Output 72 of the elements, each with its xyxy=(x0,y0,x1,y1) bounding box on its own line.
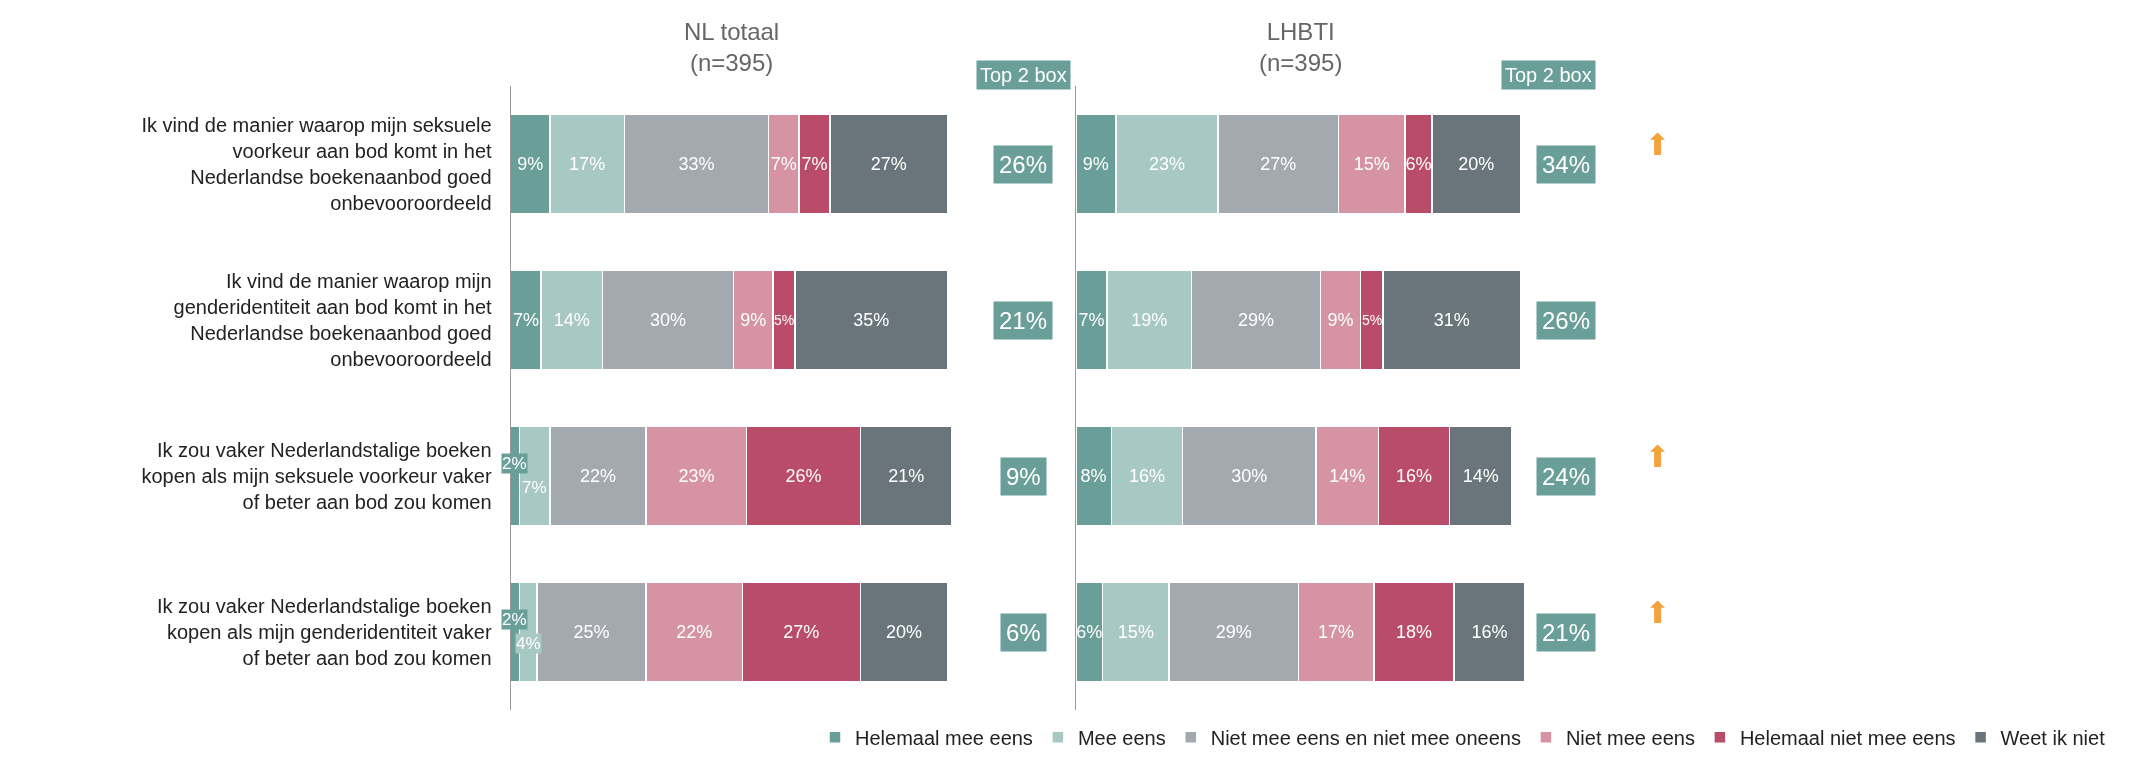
data-label: 7% xyxy=(1078,310,1105,331)
data-label: 16% xyxy=(1471,622,1508,643)
chart-title: NL totaal xyxy=(684,18,780,45)
data-label: 7% xyxy=(512,310,539,331)
chart-subtitle: (n=395) xyxy=(689,49,774,77)
y-tick-label: Ik vind de manier waarop mijn seksuele voorkeur aan bod komt in het Nederlandse boekenaanbod goed onbevooroordeeld xyxy=(141,114,493,215)
legend-label: Helemaal mee eens xyxy=(855,727,1033,750)
legend-label: Weet ik niet xyxy=(2000,727,2106,750)
legend-label: Niet mee eens xyxy=(1565,727,1695,750)
data-label: 30% xyxy=(649,310,687,331)
chart-title: LHBTI xyxy=(1266,18,1335,45)
data-label: 21% xyxy=(888,466,925,487)
data-label: 9% xyxy=(1082,154,1109,175)
y-tick-label: Ik zou vaker Nederlandstalige boeken kopen als mijn genderidentiteit vaker of beter aan bod zou komen xyxy=(156,595,492,670)
data-label: 14% xyxy=(1462,466,1499,487)
chart-subtitle: (n=395) xyxy=(1259,49,1343,77)
data-label: 23% xyxy=(1149,154,1186,175)
data-label: 9% xyxy=(740,310,767,331)
data-label: 15% xyxy=(1353,154,1390,175)
data-label: 16% xyxy=(1128,466,1166,487)
data-label: 20% xyxy=(886,622,923,643)
data-label: 35% xyxy=(853,310,890,331)
data-label: 23% xyxy=(678,466,715,487)
text: 34% ⬆ xyxy=(1542,127,1671,178)
data-label: 17% xyxy=(1318,622,1355,643)
text: 6% xyxy=(1006,619,1041,646)
data-label: 9% xyxy=(1327,310,1354,331)
data-label: 22% xyxy=(580,466,617,487)
data-label: 27% xyxy=(1260,154,1297,175)
data-label: 18% xyxy=(1395,622,1432,643)
data-label: 5% xyxy=(774,312,795,328)
data-label: 16% xyxy=(1395,466,1432,487)
text: 9% xyxy=(1006,463,1041,490)
y-tick-label: Ik vind de manier waarop mijn genderidentiteit aan bod komt in het Nederlandse boekenaanbod goed onbevooroordeeld xyxy=(173,270,493,371)
data-label: 7% xyxy=(770,154,797,175)
text: Top 2 box xyxy=(980,64,1067,86)
data-label: 29% xyxy=(1215,622,1252,643)
data-label: 7% xyxy=(522,478,547,497)
data-label: 20% xyxy=(1458,154,1495,175)
data-label: 31% xyxy=(1433,310,1470,331)
data-label: 33% xyxy=(678,154,715,175)
data-label: 9% xyxy=(517,154,544,175)
text: 26% xyxy=(1542,307,1591,334)
data-label: 19% xyxy=(1131,310,1168,331)
data-label: 25% xyxy=(573,622,610,643)
data-label: 26% xyxy=(785,466,822,487)
legend-label: Helemaal niet mee eens xyxy=(1739,727,1956,750)
data-label: 6% xyxy=(1076,622,1103,643)
legend-label: Niet mee eens en niet mee oneens xyxy=(1210,727,1521,750)
data-label: 27% xyxy=(783,622,820,643)
data-label: 7% xyxy=(801,154,828,175)
text: 26% xyxy=(999,151,1048,178)
data-label: 14% xyxy=(1329,466,1366,487)
data-label: 2% xyxy=(502,454,527,473)
text: 24% ⬆ xyxy=(1542,439,1671,490)
text: 21% ⬆ xyxy=(1542,595,1671,646)
data-label: 29% xyxy=(1237,310,1275,331)
data-label: 30% xyxy=(1231,466,1268,487)
data-label: 17% xyxy=(569,154,606,175)
legend-label: Mee eens xyxy=(1077,727,1166,750)
data-label: 6% xyxy=(1405,154,1432,175)
text: 21% xyxy=(999,307,1048,334)
text: Top 2 box xyxy=(1505,64,1592,86)
data-label: 5% xyxy=(1362,312,1383,328)
data-label: 22% xyxy=(676,622,713,643)
data-label: 4% xyxy=(516,634,541,653)
y-tick-label: Ik zou vaker Nederlandstalige boeken kopen als mijn seksuele voorkeur vaker of beter aan bod zou komen xyxy=(141,439,492,514)
data-label: 15% xyxy=(1117,622,1154,643)
data-label: 2% xyxy=(502,610,527,629)
data-label: 14% xyxy=(553,310,590,331)
data-label: 27% xyxy=(870,154,907,175)
data-label: 8% xyxy=(1080,466,1107,487)
